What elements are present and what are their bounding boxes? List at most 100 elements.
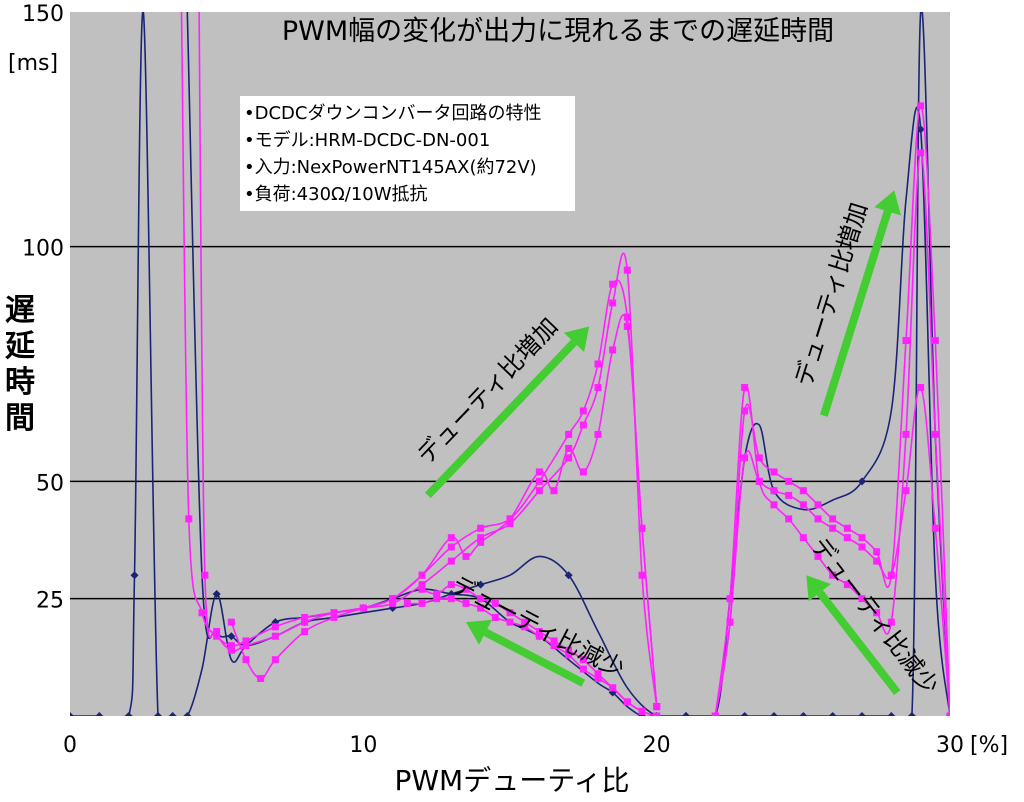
series-2-point-3 [213,632,221,640]
series-3-point-7 [330,609,338,617]
series-7-point-11 [873,609,881,617]
series-0-point-35 [887,712,896,716]
series-8-point-2 [741,407,749,415]
y-tick-label-1: 50 [36,471,64,496]
x-tick-label-2: 20 [643,733,671,758]
series-9-point-2 [741,454,749,462]
series-4-point-13 [535,468,543,476]
annotation-arrow-head-3 [806,575,831,602]
series-6-point-15 [623,698,631,706]
series-3-point-17 [594,383,602,391]
series-2-point-19 [609,280,617,288]
grid-lines [70,245,950,600]
series-4-point-1 [242,656,250,664]
series-2-point-15 [535,477,543,485]
series-6-point-1 [418,599,426,607]
series-5-point-11 [579,656,587,664]
series-3-point-12 [477,534,485,542]
series-0-point-0 [70,712,74,716]
series-layer [70,12,950,716]
info-line-1: •DCDCダウンコンバータ回路の特性 [244,103,541,124]
series-2-point-18 [594,360,602,368]
series-3-point-10 [418,581,426,589]
series-7-point-5 [785,515,793,523]
series-2-point-16 [565,430,573,438]
y-label-char-2: 時 [5,365,35,400]
series-6-point-17 [653,712,661,716]
series-8-point-8 [829,515,837,523]
series-3-point-2 [213,628,221,636]
y-tick-label-2: 100 [22,237,64,262]
series-2-point-20 [623,313,631,321]
series-3-point-20 [638,571,646,579]
series-7-point-15 [931,430,939,438]
series-4-point-19 [623,322,631,330]
series-0-point-30 [740,712,749,716]
y-tick-label-3: 150 [22,2,64,27]
series-1-point-30 [916,125,925,134]
series-3-point-6 [301,618,309,626]
series-9-point-8 [829,524,837,532]
series-6-point-9 [535,632,543,640]
series-9-point-6 [799,501,807,509]
series-9-point-13 [902,487,910,495]
series-6 [403,595,661,716]
series-8-point-14 [917,102,925,110]
annotation-arrow-head-0 [563,326,590,353]
series-3-point-11 [447,557,455,565]
series-5-point-2 [447,581,455,589]
series-9-point-15 [931,524,939,532]
series-3-point-13 [506,520,514,528]
series-4-point-5 [330,613,338,621]
series-7-point-9 [843,581,851,589]
series-6-point-16 [638,707,646,715]
annotation-arrow-shaft-2 [820,210,892,417]
x-tick-label-3: 30 [936,733,964,758]
series-4-point-6 [359,604,367,612]
series-4-point-17 [594,430,602,438]
series-2-point-2 [198,609,206,617]
series-5-point-7 [521,618,529,626]
series-6-point-5 [477,604,485,612]
series-4-point-15 [565,444,573,452]
chart-title: PWM幅の変化が出力に現れるまでの遅延時間 [282,16,834,47]
info-line-4: •負荷:430Ω/10W抵抗 [244,184,428,205]
series-6-point-13 [594,674,602,682]
y-label-char-1: 延 [4,329,36,364]
x-unit-label: [%] [970,733,1008,758]
series-line-8 [714,105,950,716]
series-9-point-12 [887,571,895,579]
series-1-point-27 [858,477,866,486]
series-5-point-8 [535,628,543,636]
series-0-point-2 [124,712,133,716]
series-7-point-7 [814,552,822,560]
series-line-4 [230,314,658,707]
series-2-point-17 [579,407,587,415]
series-7-point-4 [770,501,778,509]
series-6-point-7 [506,618,514,626]
series-9-point-3 [755,477,763,485]
y-unit-label: [ms] [8,51,58,76]
y-label-char-3: 間 [5,401,35,436]
series-9-point-10 [858,543,866,551]
series-5-point-6 [506,609,514,617]
series-0-point-7 [183,712,192,716]
series-0-point-3 [130,571,139,580]
series-5-point-5 [491,599,499,607]
series-2-point-12 [447,543,455,551]
series-5-point-4 [477,595,485,603]
series-2-point-1 [185,515,193,523]
series-4-point-2 [257,674,265,682]
x-tick-label-1: 10 [349,733,377,758]
series-5-point-9 [550,637,558,645]
series-7-point-10 [858,595,866,603]
series-3-point-9 [389,599,397,607]
series-2-point-4 [227,642,235,650]
series-7-point-14 [917,149,925,157]
series-4-point-8 [418,571,426,579]
series-9-point-16 [946,712,950,716]
series-0-point-5 [154,712,162,716]
series-4 [227,314,661,711]
series-4-point-9 [447,534,455,542]
